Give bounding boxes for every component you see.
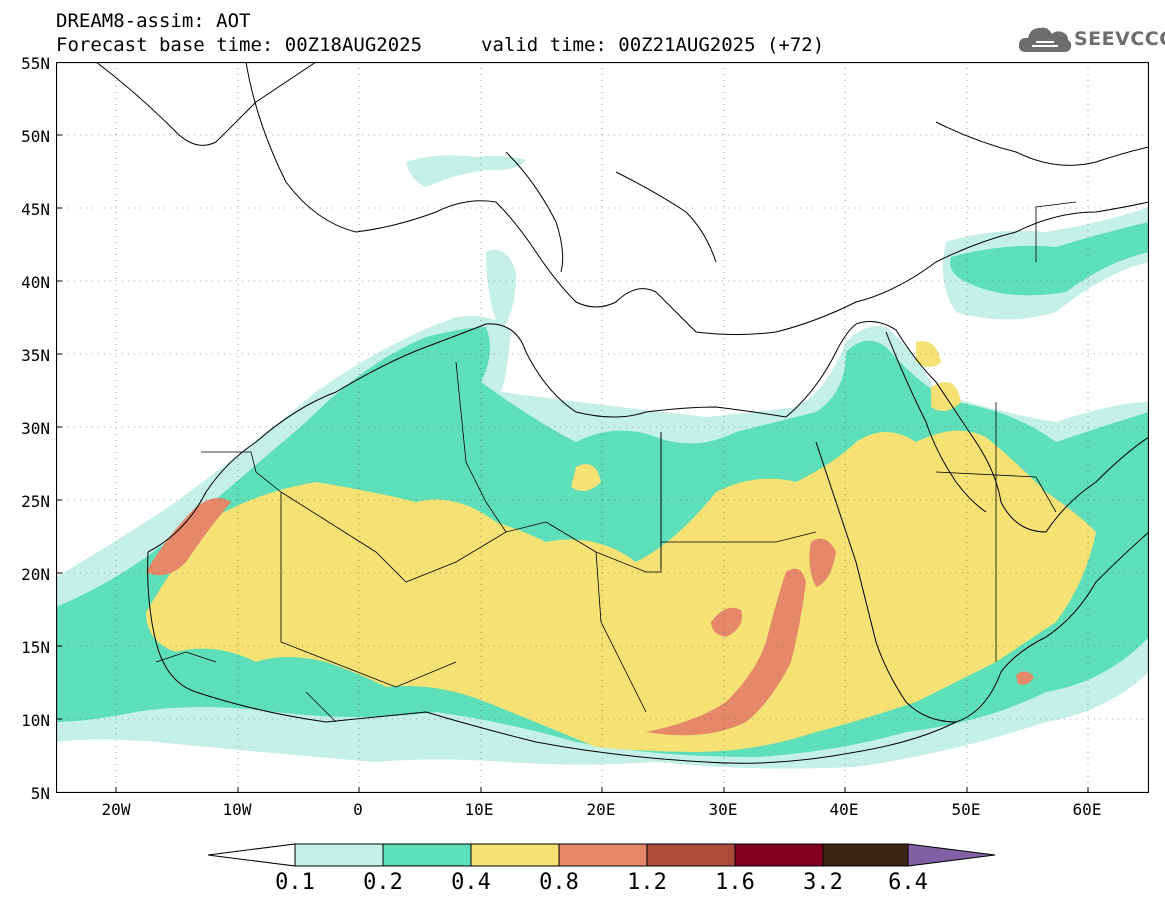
lat-label: 5N bbox=[30, 784, 50, 803]
colorbar-swatch bbox=[558, 843, 648, 867]
colorbar-swatch-above bbox=[907, 843, 996, 867]
colorbar-label: 0.1 bbox=[275, 870, 315, 895]
lon-label: 20E bbox=[586, 800, 616, 819]
lat-label: 45N bbox=[21, 200, 50, 219]
colorbar-swatch bbox=[734, 843, 824, 867]
colorbar-label: 3.2 bbox=[803, 870, 843, 895]
lat-label: 40N bbox=[21, 273, 50, 292]
colorbar-label: 1.2 bbox=[627, 870, 667, 895]
lat-label: 10N bbox=[21, 711, 50, 730]
lon-label: 0 bbox=[353, 800, 363, 819]
lat-label: 35N bbox=[21, 346, 50, 365]
title-line-2-valid-time: valid time: 00Z21AUG2025 (+72) bbox=[481, 34, 825, 56]
aot-map bbox=[56, 62, 1149, 793]
lat-label: 30N bbox=[21, 419, 50, 438]
lon-label: 60E bbox=[1072, 800, 1102, 819]
coastlines bbox=[95, 62, 1149, 764]
lat-label: 50N bbox=[21, 127, 50, 146]
lon-label: 50E bbox=[951, 800, 981, 819]
lat-label: 25N bbox=[21, 492, 50, 511]
lat-label: 20N bbox=[21, 565, 50, 584]
lon-label: 20W bbox=[101, 800, 131, 819]
colorbar-label: 6.4 bbox=[888, 870, 928, 895]
title-line-2-base-time: Forecast base time: 00Z18AUG2025 bbox=[56, 34, 423, 56]
aot-contour-0.4 bbox=[146, 430, 1096, 752]
colorbar-label: 0.8 bbox=[539, 870, 579, 895]
colorbar-swatch-below bbox=[207, 843, 296, 867]
country-borders bbox=[155, 201, 1077, 723]
graticule bbox=[56, 62, 1149, 793]
aot-contour-0.8 bbox=[146, 498, 231, 576]
colorbar-swatch bbox=[470, 843, 560, 867]
logo-text: SEEVCCC bbox=[1074, 28, 1165, 50]
colorbar-label: 0.2 bbox=[363, 870, 403, 895]
colorbar-swatch bbox=[382, 843, 472, 867]
colorbar-swatch bbox=[822, 843, 909, 867]
lon-label: 30E bbox=[708, 800, 738, 819]
colorbar-label: 1.6 bbox=[715, 870, 755, 895]
lat-label: 55N bbox=[21, 54, 50, 73]
colorbar-label: 0.4 bbox=[451, 870, 491, 895]
cloud-icon bbox=[1018, 27, 1072, 52]
lon-label: 40E bbox=[829, 800, 859, 819]
lat-label: 15N bbox=[21, 638, 50, 657]
lon-label: 10E bbox=[464, 800, 494, 819]
title-line-1: DREAM8-assim: AOT bbox=[56, 10, 251, 32]
lon-label: 10W bbox=[222, 800, 252, 819]
colorbar-swatch bbox=[646, 843, 736, 867]
colorbar bbox=[207, 843, 996, 867]
seevccc-logo: SEEVCCC bbox=[1018, 22, 1165, 56]
colorbar-swatch bbox=[294, 843, 384, 867]
